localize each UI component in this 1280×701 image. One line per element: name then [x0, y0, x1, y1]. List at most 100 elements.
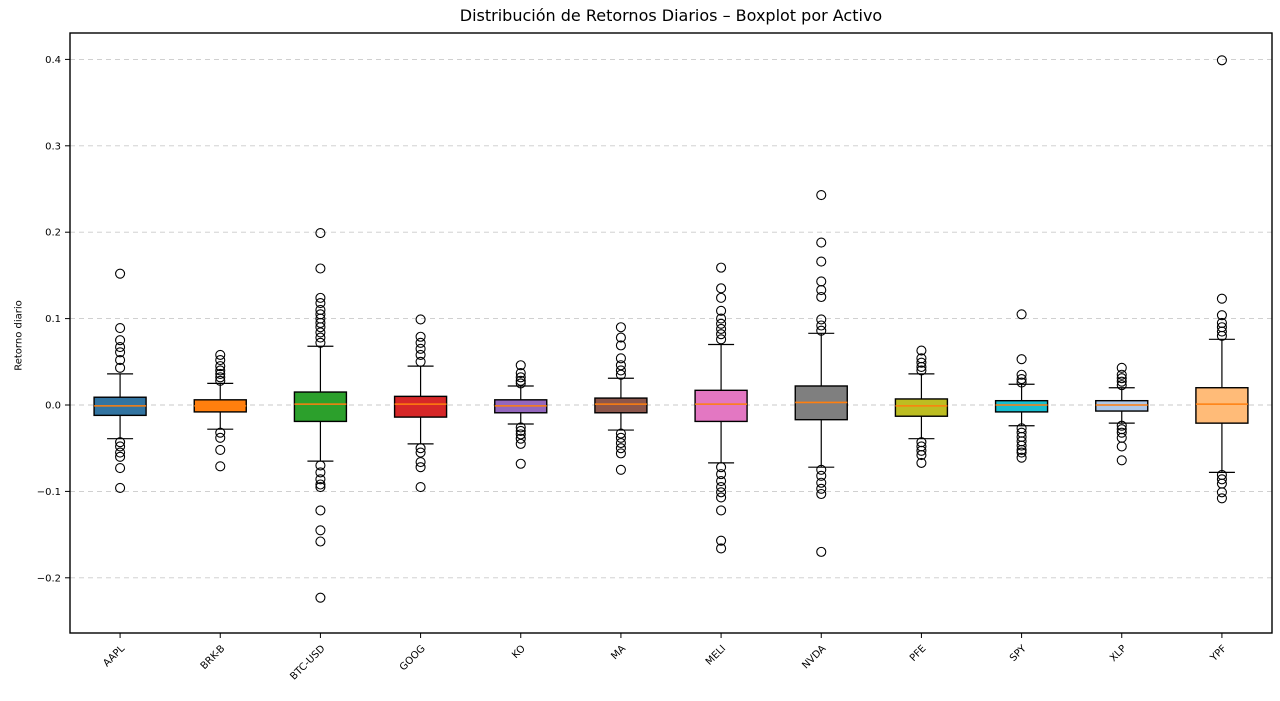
outlier [515, 367, 526, 379]
outlier [115, 268, 126, 279]
outlier [315, 482, 326, 493]
outlier [415, 331, 426, 342]
outlier [315, 327, 326, 338]
outlier [716, 469, 727, 480]
outlier [816, 470, 827, 481]
outlier [215, 444, 226, 455]
outlier [916, 361, 927, 373]
x-tick-label-MA: MA [609, 643, 628, 662]
boxplot-KO [494, 360, 548, 469]
outlier [315, 474, 326, 485]
box [594, 397, 648, 414]
box [894, 398, 949, 417]
outlier [315, 525, 326, 536]
x-tick-label-YPF: YPF [1208, 643, 1229, 664]
outlier [716, 305, 727, 316]
outlier [816, 464, 827, 475]
outlier [1116, 362, 1127, 373]
outlier [315, 479, 326, 490]
outlier [215, 349, 226, 360]
outlier [1116, 376, 1127, 387]
outlier [115, 463, 126, 474]
outlier [816, 477, 827, 488]
x-tick-label-NVDA: NVDA [800, 643, 828, 671]
outlier [716, 292, 727, 303]
outlier [1216, 310, 1227, 321]
outlier [615, 322, 626, 333]
outlier [816, 483, 827, 494]
outlier [115, 447, 126, 458]
outlier [916, 357, 927, 368]
outlier [1116, 373, 1127, 384]
boxplot-YPF [1195, 55, 1249, 504]
outlier [415, 349, 426, 360]
outlier [215, 461, 226, 472]
outlier [1116, 369, 1127, 380]
boxplot-XLP [1095, 362, 1149, 466]
outlier [716, 535, 727, 546]
outlier [816, 325, 827, 336]
outlier [215, 355, 226, 366]
outlier [615, 365, 626, 376]
outlier [716, 313, 727, 324]
axes-spines [69, 32, 1273, 634]
outlier [115, 355, 126, 366]
y-tick-label: 0.1 [45, 314, 61, 325]
outlier [615, 443, 626, 454]
outlier [415, 456, 426, 468]
boxplot-SPY [994, 309, 1049, 463]
outlier [1216, 293, 1227, 304]
outlier [415, 443, 426, 454]
outlier [415, 314, 426, 325]
outlier [1116, 441, 1127, 452]
outlier [215, 368, 226, 379]
outlier [716, 318, 727, 329]
y-tick-label: −0.2 [37, 573, 61, 584]
outlier [1016, 452, 1027, 463]
outlier [315, 592, 326, 603]
x-tick-label-GOOG: GOOG [398, 643, 428, 673]
outlier [1116, 380, 1127, 391]
outlier [515, 372, 526, 383]
outlier [415, 482, 426, 493]
x-tick-label-BTC-USD: BTC-USD [288, 643, 327, 682]
outlier [1216, 474, 1227, 485]
outlier [115, 342, 126, 353]
outlier [716, 475, 727, 487]
outlier [816, 189, 827, 201]
outlier [615, 432, 626, 443]
outlier [716, 334, 727, 345]
boxplot-BTC-USD [293, 228, 348, 603]
outlier [716, 505, 727, 516]
outlier [1116, 427, 1127, 438]
outlier [515, 378, 526, 389]
outlier [816, 256, 827, 267]
outlier [315, 228, 326, 239]
outlier [1016, 309, 1027, 320]
outlier [315, 536, 326, 547]
box [694, 389, 748, 423]
outlier [916, 445, 927, 456]
outlier [916, 345, 927, 356]
boxplot-PFE [894, 345, 949, 468]
box [393, 395, 448, 418]
x-tick-label-SPY: SPY [1008, 643, 1029, 664]
outlier [716, 323, 727, 335]
outlier [1216, 330, 1227, 341]
outlier [215, 427, 226, 438]
outlier [816, 314, 827, 325]
y-tick-label: 0.0 [45, 401, 61, 412]
axes-background [70, 33, 1272, 633]
boxplot-MELI [694, 262, 748, 554]
outlier [1216, 493, 1227, 504]
box [293, 391, 348, 423]
outlier [315, 292, 326, 303]
outlier [515, 438, 526, 449]
outlier [315, 263, 326, 274]
outlier [115, 347, 126, 358]
outlier [716, 492, 727, 503]
outlier [1216, 55, 1227, 66]
outlier [615, 353, 626, 364]
